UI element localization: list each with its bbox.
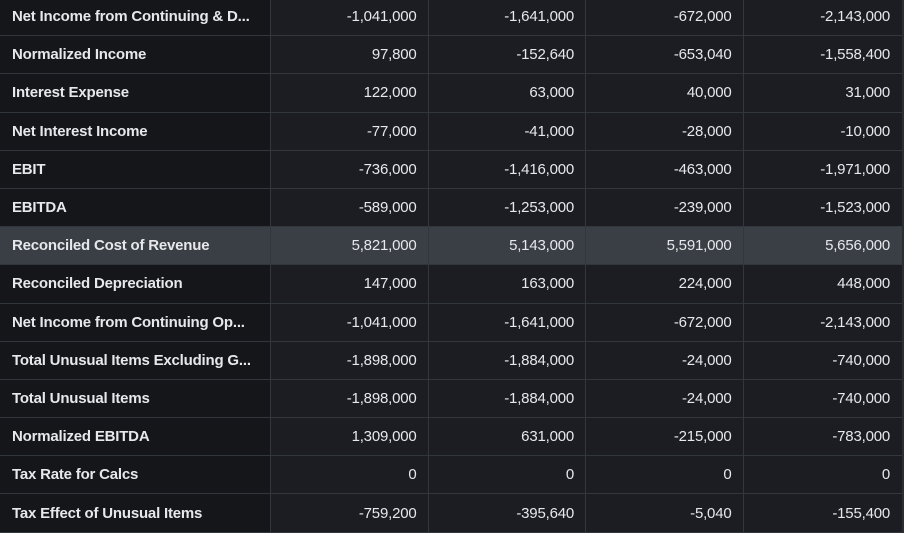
row-value: 5,143,000 bbox=[429, 227, 586, 265]
row-value: -759,200 bbox=[271, 494, 429, 532]
row-value: -152,640 bbox=[429, 36, 586, 74]
table-row[interactable]: EBITDA -589,000 -1,253,000 -239,000 -1,5… bbox=[0, 188, 904, 228]
table-row[interactable]: EBIT -736,000 -1,416,000 -463,000 -1,971… bbox=[0, 150, 904, 189]
row-value: -740,000 bbox=[832, 389, 890, 407]
table-row[interactable]: Tax Effect of Unusual Items -759,200 -39… bbox=[0, 494, 904, 533]
row-value: 97,800 bbox=[271, 36, 429, 74]
row-value: -653,040 bbox=[586, 36, 744, 74]
row-value: -2,143,000 bbox=[820, 8, 890, 26]
row-value: -1,898,000 bbox=[271, 341, 429, 379]
row-value: 5,656,000 bbox=[825, 237, 890, 255]
table-row[interactable]: Total Unusual Items -1,898,000 -1,884,00… bbox=[0, 379, 904, 419]
row-label: Reconciled Depreciation bbox=[0, 265, 271, 303]
row-label: EBIT bbox=[0, 150, 271, 188]
row-label: Interest Expense bbox=[0, 74, 271, 112]
row-label: Net Interest Income bbox=[0, 112, 271, 150]
row-value: 122,000 bbox=[271, 74, 429, 112]
row-label: Net Income from Continuing Op... bbox=[0, 303, 271, 341]
row-value: -672,000 bbox=[586, 0, 744, 36]
row-value: -589,000 bbox=[271, 188, 429, 227]
row-value: -1,884,000 bbox=[429, 341, 586, 379]
row-value: -1,971,000 bbox=[820, 160, 890, 178]
row-value: 5,821,000 bbox=[271, 227, 429, 265]
table-row-hovered[interactable]: Reconciled Cost of Revenue 5,821,000 5,1… bbox=[0, 227, 904, 266]
table-row[interactable]: Total Unusual Items Excluding G... -1,89… bbox=[0, 341, 904, 380]
row-value: 5,591,000 bbox=[586, 227, 744, 265]
row-value: -24,000 bbox=[586, 341, 744, 379]
row-label: Total Unusual Items bbox=[0, 379, 271, 418]
row-label: Tax Effect of Unusual Items bbox=[0, 494, 271, 532]
row-value: -1,558,400 bbox=[820, 46, 890, 64]
row-value: -783,000 bbox=[832, 428, 890, 446]
row-value: 163,000 bbox=[429, 265, 586, 303]
row-value: -1,041,000 bbox=[271, 0, 429, 36]
row-label: Net Income from Continuing & D... bbox=[0, 0, 271, 36]
row-value: -77,000 bbox=[271, 112, 429, 150]
row-value: 0 bbox=[429, 456, 586, 494]
row-value: 631,000 bbox=[429, 418, 586, 456]
table-row[interactable]: Net Interest Income -77,000 -41,000 -28,… bbox=[0, 112, 904, 151]
row-value: 0 bbox=[586, 456, 744, 494]
table-row[interactable]: Net Income from Continuing & D... -1,041… bbox=[0, 0, 904, 37]
row-label: Tax Rate for Calcs bbox=[0, 456, 271, 494]
row-value: 147,000 bbox=[271, 265, 429, 303]
row-value: -1,884,000 bbox=[429, 379, 586, 418]
row-value: -1,416,000 bbox=[429, 150, 586, 188]
row-value: -2,143,000 bbox=[820, 313, 890, 331]
row-value: -239,000 bbox=[586, 188, 744, 227]
row-value: -1,041,000 bbox=[271, 303, 429, 341]
row-value: -1,641,000 bbox=[429, 303, 586, 341]
row-value: -28,000 bbox=[586, 112, 744, 150]
row-value: -463,000 bbox=[586, 150, 744, 188]
row-value: 224,000 bbox=[586, 265, 744, 303]
row-value: 0 bbox=[271, 456, 429, 494]
row-label: EBITDA bbox=[0, 188, 271, 227]
table-row[interactable]: Normalized EBITDA 1,309,000 631,000 -215… bbox=[0, 418, 904, 457]
row-value: -5,040 bbox=[586, 494, 744, 532]
row-label: Normalized Income bbox=[0, 36, 271, 74]
row-value: -10,000 bbox=[840, 122, 891, 140]
table-row[interactable]: Tax Rate for Calcs 0 0 0 0 bbox=[0, 456, 904, 495]
row-label: Reconciled Cost of Revenue bbox=[0, 227, 271, 265]
row-value: 0 bbox=[881, 466, 890, 484]
row-value: -24,000 bbox=[586, 379, 744, 418]
row-value: -1,253,000 bbox=[429, 188, 586, 227]
row-value: -1,523,000 bbox=[820, 199, 890, 217]
scroll-edge bbox=[902, 0, 904, 533]
row-value: 1,309,000 bbox=[271, 418, 429, 456]
row-label: Normalized EBITDA bbox=[0, 418, 271, 456]
row-value: 40,000 bbox=[586, 74, 744, 112]
row-value: -736,000 bbox=[271, 150, 429, 188]
row-value: -41,000 bbox=[429, 112, 586, 150]
row-value: -672,000 bbox=[586, 303, 744, 341]
row-value: -215,000 bbox=[586, 418, 744, 456]
row-value: 63,000 bbox=[429, 74, 586, 112]
row-value: -395,640 bbox=[429, 494, 586, 532]
row-value: 448,000 bbox=[837, 275, 890, 293]
table-row[interactable]: Interest Expense 122,000 63,000 40,000 3… bbox=[0, 74, 904, 113]
row-label: Total Unusual Items Excluding G... bbox=[0, 341, 271, 379]
row-value: -740,000 bbox=[832, 351, 890, 369]
row-value: 31,000 bbox=[845, 84, 890, 102]
table-row[interactable]: Normalized Income 97,800 -152,640 -653,0… bbox=[0, 36, 904, 75]
row-value: -1,641,000 bbox=[429, 0, 586, 36]
table-row[interactable]: Net Income from Continuing Op... -1,041,… bbox=[0, 303, 904, 342]
row-value: -155,400 bbox=[832, 504, 890, 522]
table-row[interactable]: Reconciled Depreciation 147,000 163,000 … bbox=[0, 265, 904, 304]
row-value: -1,898,000 bbox=[271, 379, 429, 418]
